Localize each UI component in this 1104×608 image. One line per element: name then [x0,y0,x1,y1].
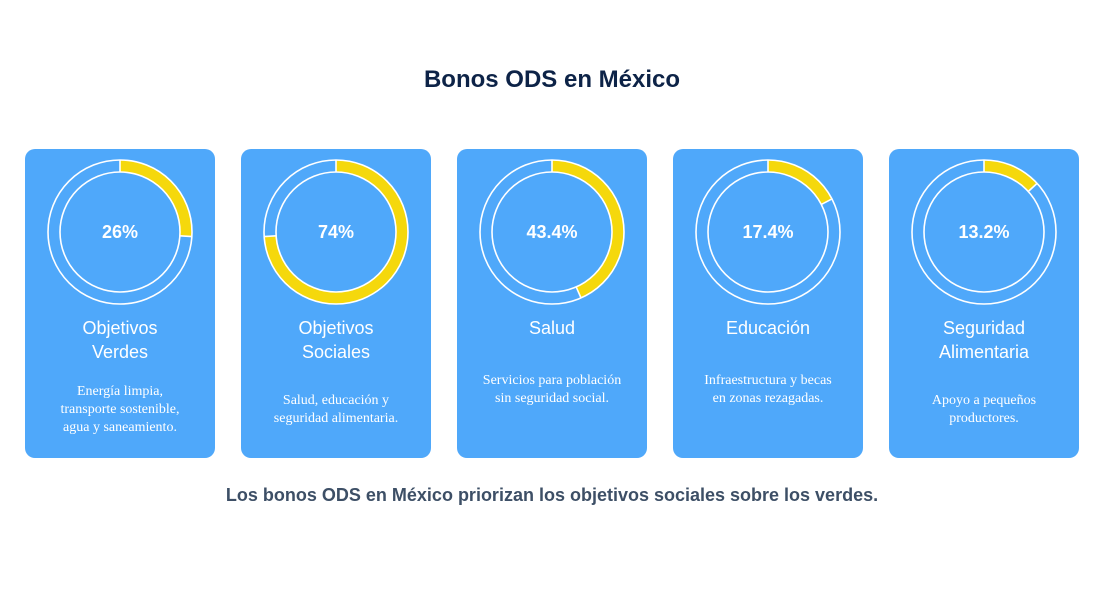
donut-arc [551,160,624,298]
percent-label: 17.4% [742,222,794,242]
arc-edge [264,234,277,238]
card-description: Apoyo a pequeños productores. [931,393,1037,426]
card-title: Salud [528,318,576,338]
percent-label: 43.4% [526,222,578,242]
donut-arc [767,160,832,205]
donut [695,159,841,305]
card-title: Seguridad Alimentaria [938,318,1030,362]
card: 43.4% Salud Servicios para población sin s… [457,149,647,458]
card-title: Objetivos Verdes [82,318,158,362]
footer-text: Los bonos ODS en México priorizan los ob… [225,485,879,505]
card: 17.4% Educación Infraestructura y becas en… [673,149,863,458]
card-description: Salud, educación y seguridad alimentaria… [273,393,399,426]
arc-edge [820,198,833,206]
card-description: Energía limpia, transporte sostenible, a… [60,384,180,435]
page-title: Bonos ODS en México [423,66,681,93]
card-description: Servicios para población sin seguridad s… [482,373,622,406]
donut [263,159,409,305]
donut [911,159,1057,305]
percent-label: 26% [101,222,139,242]
card-row: 26% Objetivos Verdes Energía limpia, trans… [25,149,1079,458]
donut-arc [264,160,408,304]
card: 13.2% Seguridad Alimentaria Apoyo a pequeñ… [889,149,1079,458]
arc-edge [179,234,192,238]
donut-arc [119,160,192,237]
arc-edge [575,286,582,299]
card: 26% Objetivos Verdes Energía limpia, trans… [25,149,215,458]
donut [479,159,625,305]
donut-arc [983,160,1038,192]
arc-edge [1027,182,1038,193]
card-title: Educación [725,318,811,338]
donut [47,159,193,305]
card-description: Infraestructura y becas en zonas rezagad… [704,373,832,406]
card: 74% Objetivos Sociales Salud, educación y … [241,149,431,458]
percent-label: 74% [317,222,355,242]
percent-label: 13.2% [958,222,1010,242]
card-title: Objetivos Sociales [298,318,374,362]
